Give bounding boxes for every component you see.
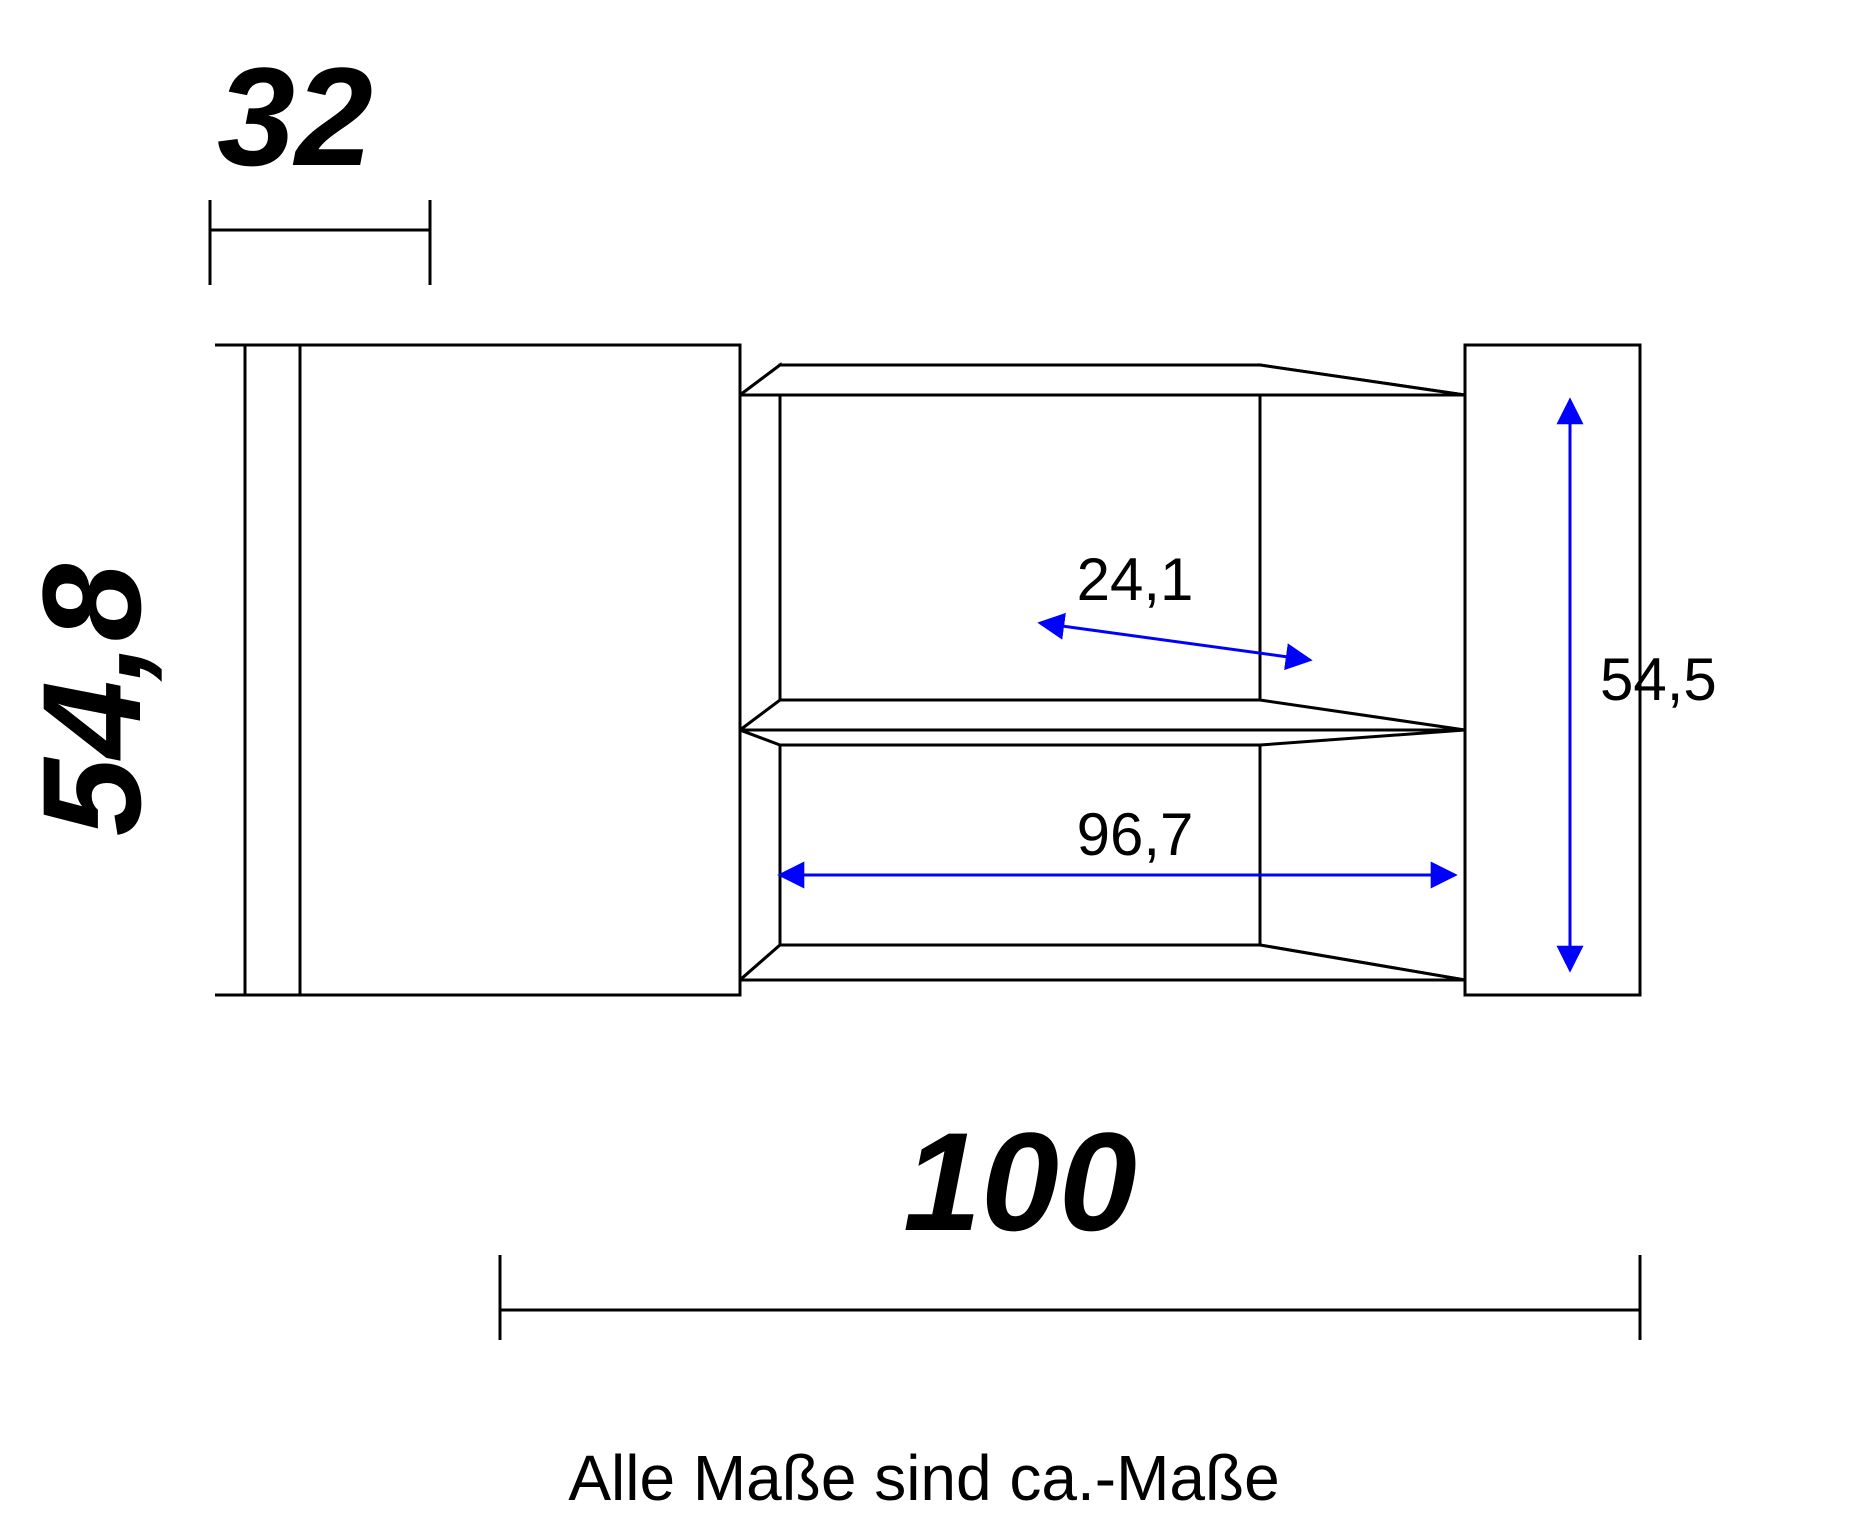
top-panel	[740, 365, 1465, 395]
width-label: 100	[903, 1103, 1137, 1260]
inner-depth-label: 24,1	[1077, 546, 1194, 613]
left-side-wall	[740, 365, 780, 980]
caption: Alle Maße sind ca.-Maße	[568, 1442, 1279, 1514]
inner-height-label: 54,5	[1600, 646, 1717, 713]
left-door	[300, 345, 740, 995]
height-label: 54,8	[13, 564, 170, 837]
right-side-wall	[1260, 365, 1465, 980]
inner-width-label: 96,7	[1077, 801, 1194, 868]
cabinet-drawing	[740, 365, 1465, 980]
depth-label: 32	[217, 38, 373, 195]
